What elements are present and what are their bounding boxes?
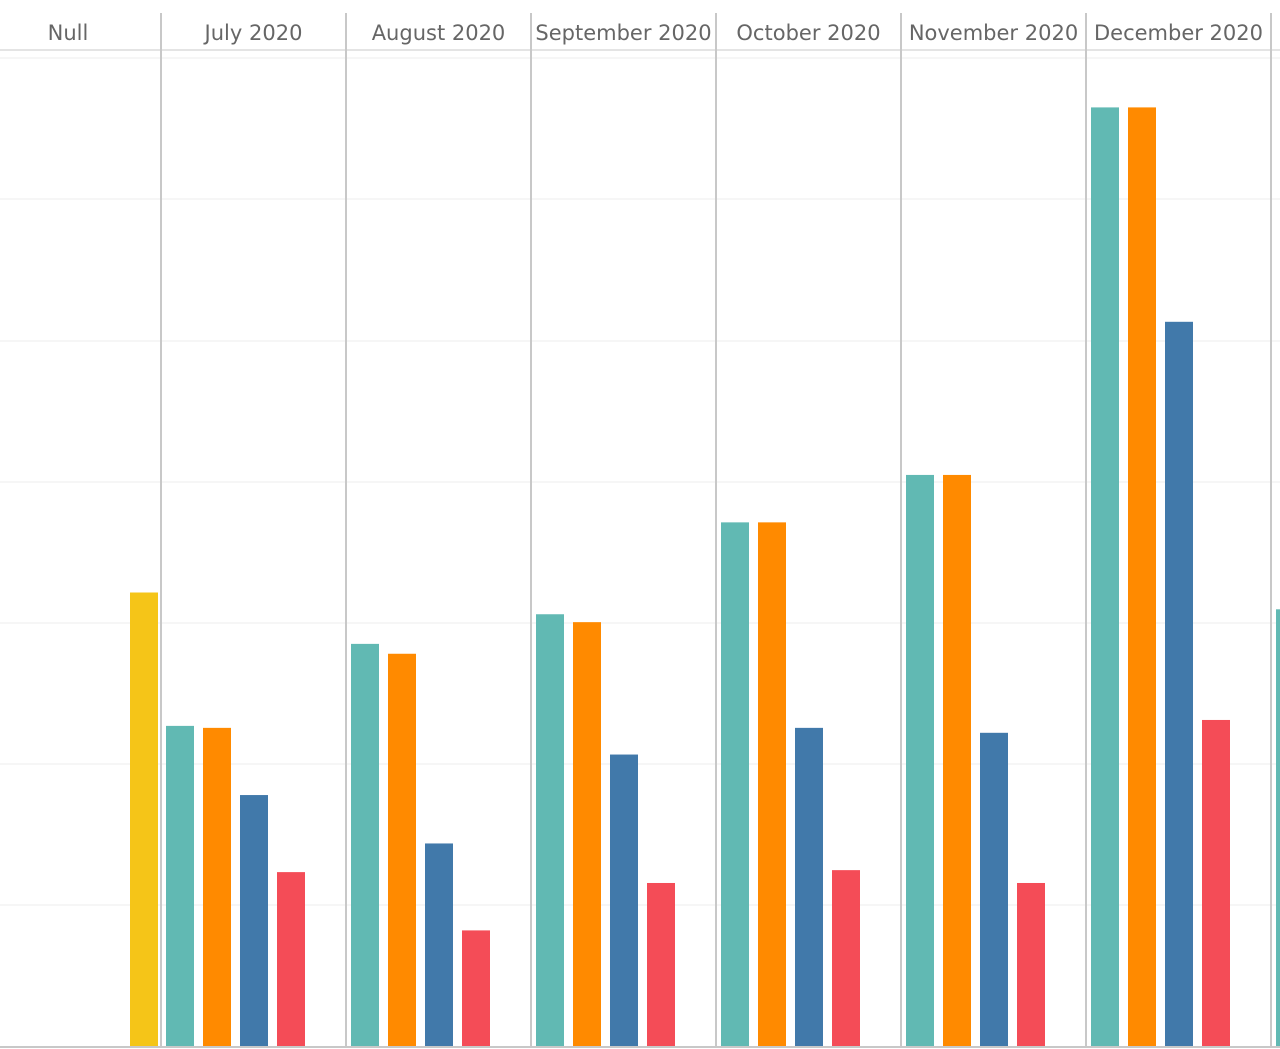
bar[interactable] <box>1128 107 1156 1046</box>
bar[interactable] <box>1165 321 1193 1046</box>
bar[interactable] <box>388 653 416 1046</box>
bar[interactable] <box>573 622 601 1046</box>
bar[interactable] <box>1091 107 1119 1046</box>
bar[interactable] <box>166 725 194 1046</box>
bar[interactable] <box>425 843 453 1046</box>
bar[interactable] <box>1202 719 1230 1046</box>
bar[interactable] <box>906 474 934 1046</box>
bar[interactable] <box>1017 882 1045 1046</box>
bar[interactable] <box>203 727 231 1046</box>
bar[interactable] <box>462 930 490 1046</box>
column-headers: Null July 2020 August 2020 September 2020 Oc… <box>48 21 1263 45</box>
bar[interactable] <box>647 882 675 1046</box>
column-dividers <box>160 13 1272 1047</box>
bar[interactable] <box>610 754 638 1046</box>
bar[interactable] <box>980 732 1008 1046</box>
bars <box>130 107 1280 1046</box>
bar[interactable] <box>536 614 564 1046</box>
column-header-label: December 2020 <box>1094 21 1263 45</box>
column-header-label: November 2020 <box>909 21 1078 45</box>
column-header-label: August 2020 <box>372 21 506 45</box>
bar[interactable] <box>240 795 268 1046</box>
bar[interactable] <box>130 592 158 1046</box>
bar[interactable] <box>1276 609 1280 1046</box>
column-header-label: October 2020 <box>736 21 880 45</box>
bar[interactable] <box>721 522 749 1046</box>
bar[interactable] <box>832 870 860 1046</box>
bar[interactable] <box>758 522 786 1046</box>
column-header-label: Null <box>48 21 89 45</box>
column-header-label: September 2020 <box>535 21 711 45</box>
bar[interactable] <box>277 872 305 1046</box>
bar[interactable] <box>795 727 823 1046</box>
column-header-label: July 2020 <box>203 21 303 45</box>
bar[interactable] <box>351 643 379 1046</box>
bar[interactable] <box>943 474 971 1046</box>
